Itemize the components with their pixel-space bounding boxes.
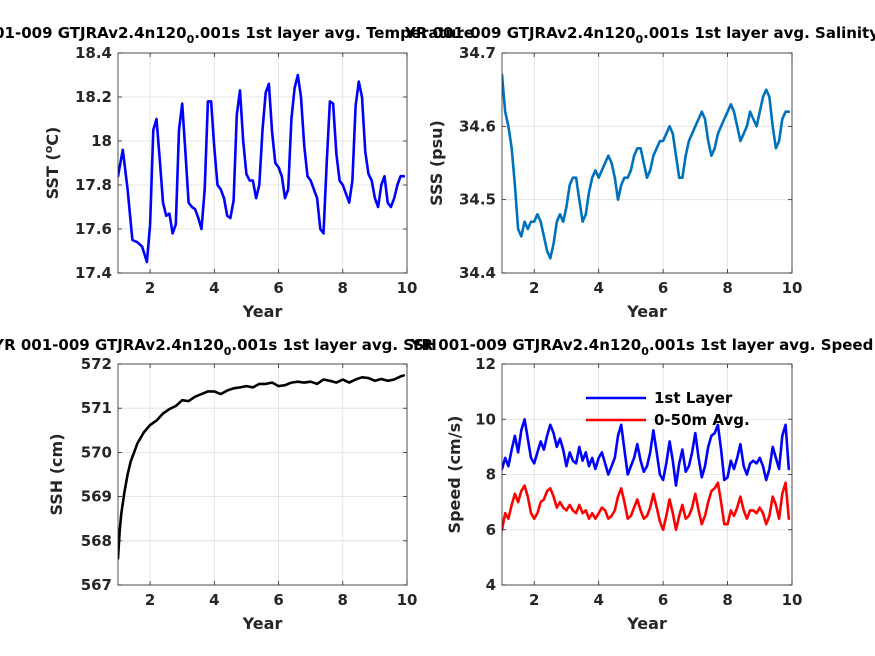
x-axis-label: Year [626, 614, 667, 633]
y-axis-label: SSH (cm) [47, 433, 66, 515]
series-line-1 [118, 73, 406, 264]
subplot-3: 2 4 6 8 10 567 568 569 570 571 572 Year SSH (cm) [47, 355, 417, 633]
x-tick-label: 4 [209, 279, 219, 297]
y-axis-label: SST (oC) [42, 127, 62, 200]
series-line-1 [502, 417, 791, 487]
x-tick-label: 10 [397, 591, 418, 609]
x-tick-label: 10 [397, 279, 418, 297]
legend-label: 1st Layer [654, 389, 733, 407]
y-tick-label: 12 [475, 355, 496, 373]
x-axis-label: Year [242, 302, 283, 321]
chart-title: YR 001-009 GTJRAv2.4n1200.001s 1st layer… [0, 24, 474, 46]
y-tick-label: 568 [81, 532, 112, 550]
subplot-4: 2 4 6 8 10 4 6 8 10 12 Year Speed (cm/s) 1st Layer 0-… [445, 355, 802, 633]
chart-title: YR 001-009 GTJRAv2.4n1200.001s 1st layer… [410, 336, 874, 358]
y-axis-label: Speed (cm/s) [445, 416, 464, 534]
x-tick-label: 4 [209, 591, 219, 609]
y-tick-label: 17.6 [75, 220, 112, 238]
x-tick-label: 2 [529, 279, 539, 297]
y-tick-label: 569 [81, 488, 112, 506]
plot-area [118, 364, 407, 585]
y-tick-label: 34.7 [459, 44, 496, 62]
plot-area [502, 53, 792, 273]
series-line-1 [502, 73, 791, 260]
y-axis-label: SSS (psu) [427, 120, 446, 206]
x-tick-label: 8 [338, 591, 348, 609]
y-tick-label: 17.4 [75, 264, 112, 282]
x-tick-label: 8 [338, 279, 348, 297]
legend-label: 0-50m Avg. [654, 411, 750, 429]
y-tick-label: 4 [486, 576, 496, 594]
series-line-1 [118, 374, 406, 560]
plot-area [118, 53, 407, 273]
x-tick-label: 10 [782, 591, 803, 609]
x-tick-label: 6 [273, 279, 283, 297]
x-tick-label: 6 [658, 279, 668, 297]
x-tick-label: 8 [722, 279, 732, 297]
x-axis-label: Year [242, 614, 283, 633]
y-tick-label: 34.4 [459, 264, 496, 282]
y-tick-label: 18.4 [75, 44, 112, 62]
x-tick-label: 10 [782, 279, 803, 297]
y-tick-label: 17.8 [75, 176, 112, 194]
x-tick-label: 4 [593, 279, 603, 297]
y-tick-label: 10 [475, 410, 496, 428]
subplot-2: 2 4 6 8 10 34.4 34.5 34.6 34.7 Year SSS (psu) [427, 44, 802, 321]
x-tick-label: 2 [145, 591, 155, 609]
y-tick-label: 34.5 [459, 191, 496, 209]
x-tick-label: 6 [658, 591, 668, 609]
subplot-1: 2 4 6 8 10 17.4 17.6 17.8 18 18.2 18.4 Year SST (oC) [42, 44, 417, 321]
x-tick-label: 2 [145, 279, 155, 297]
y-tick-label: 34.6 [459, 117, 496, 135]
y-tick-label: 572 [81, 355, 112, 373]
y-tick-label: 18 [91, 132, 112, 150]
axes-frame [117, 52, 408, 274]
y-tick-label: 570 [81, 443, 112, 461]
y-tick-label: 571 [81, 399, 112, 417]
legend: 1st Layer 0-50m Avg. [586, 389, 750, 429]
axes-frame [501, 52, 793, 274]
y-tick-label: 18.2 [75, 88, 112, 106]
y-tick-label: 6 [486, 521, 496, 539]
x-tick-label: 6 [273, 591, 283, 609]
chart-title: YR 001-009 GTJRAv2.4n1200.001s 1st layer… [0, 336, 437, 358]
x-tick-label: 2 [529, 591, 539, 609]
y-tick-label: 567 [81, 576, 112, 594]
chart-title: YR 001-009 GTJRAv2.4n1200.001s 1st layer… [404, 24, 875, 46]
x-tick-label: 4 [593, 591, 603, 609]
x-axis-label: Year [626, 302, 667, 321]
y-tick-label: 8 [486, 466, 496, 484]
series-line-2 [502, 481, 791, 532]
axes-frame [117, 363, 408, 586]
x-tick-label: 8 [722, 591, 732, 609]
